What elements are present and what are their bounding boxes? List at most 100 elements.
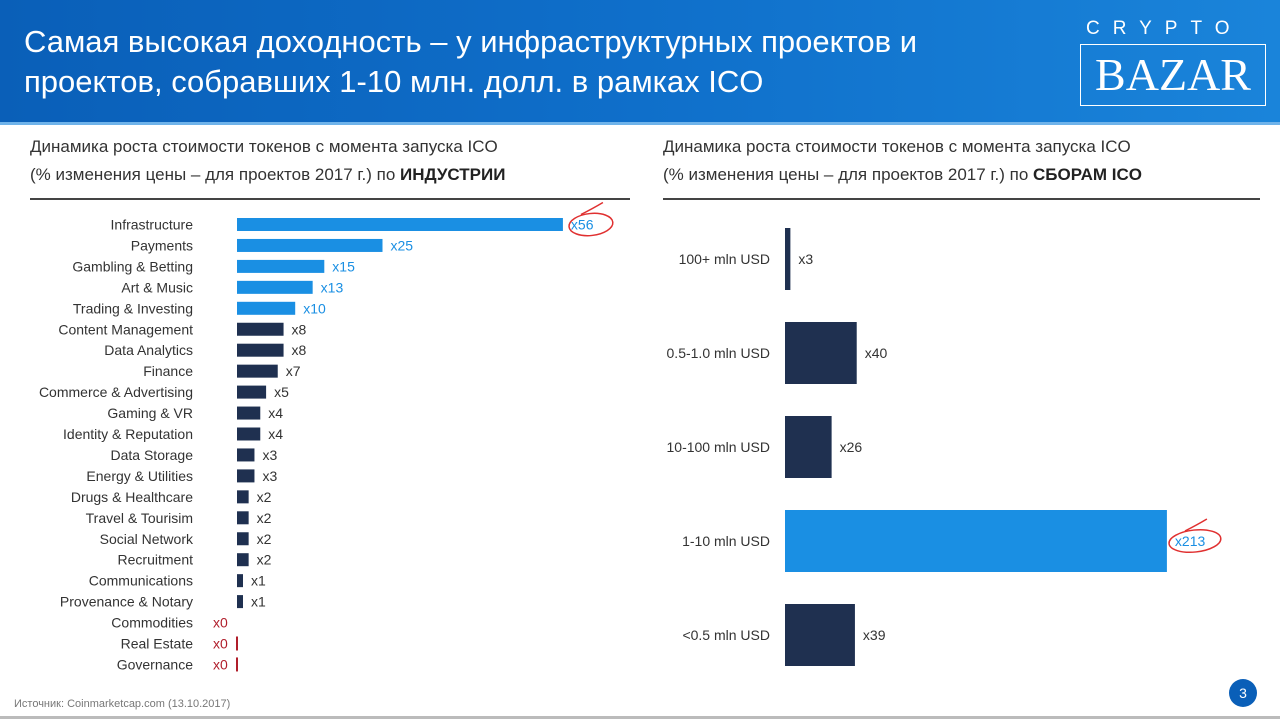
category-label: Travel & Tourisim (86, 510, 193, 526)
category-label: 100+ mln USD (679, 251, 770, 267)
category-label: Governance (117, 656, 193, 672)
left-subtitle-bold: ИНДУСТРИИ (400, 165, 506, 184)
logo: CRYPTO BAZAR (1076, 14, 1270, 106)
value-label: x1 (251, 594, 266, 610)
category-label: Art & Music (121, 279, 193, 295)
value-label: x2 (257, 531, 272, 547)
category-label: Commerce & Advertising (39, 384, 193, 400)
bar (236, 657, 238, 672)
value-label: x4 (268, 405, 283, 421)
category-label: Real Estate (121, 636, 194, 652)
footer-line (0, 716, 1280, 719)
bar (785, 322, 857, 384)
category-label: Communications (89, 573, 193, 589)
highlight-circle (568, 212, 614, 237)
logo-main: BAZAR (1080, 44, 1266, 106)
value-label: x15 (332, 258, 355, 274)
value-label: x213 (1175, 533, 1206, 549)
bar (237, 532, 249, 546)
category-label: 1-10 mln USD (682, 533, 770, 549)
page-number: 3 (1229, 679, 1257, 707)
value-label: x2 (257, 552, 272, 568)
right-subtitle-line1: Динамика роста стоимости токенов с момен… (663, 137, 1131, 156)
value-label: x4 (268, 426, 283, 442)
bar (785, 604, 855, 666)
bar (237, 553, 249, 567)
value-label: x3 (262, 447, 277, 463)
value-label: x56 (571, 217, 594, 233)
value-label: x2 (257, 510, 272, 526)
value-label: x3 (798, 251, 813, 267)
category-label: 0.5-1.0 mln USD (667, 345, 770, 361)
bar (237, 364, 278, 378)
bar (237, 511, 249, 525)
bar (785, 510, 1167, 572)
value-label: x39 (863, 627, 886, 643)
bar (237, 595, 243, 609)
highlight-circle (1168, 528, 1222, 554)
left-subtitle-line2: (% изменения цены – для проектов 2017 г.… (30, 165, 506, 184)
right-subtitle-bold: СБОРАМ ICO (1033, 165, 1142, 184)
value-label: x7 (286, 363, 301, 379)
header-banner: Самая высокая доходность – у инфраструкт… (0, 0, 1280, 125)
left-subtitle-line1: Динамика роста стоимости токенов с момен… (30, 137, 498, 156)
bar (237, 448, 255, 462)
bar (237, 280, 313, 294)
bar (237, 301, 296, 315)
bar (237, 343, 284, 357)
logo-top: CRYPTO (1086, 18, 1243, 39)
category-label: Drugs & Healthcare (71, 489, 193, 505)
value-label: x40 (865, 345, 888, 361)
right-subtitle-line2: (% изменения цены – для проектов 2017 г.… (663, 165, 1142, 184)
bar (785, 228, 791, 290)
highlight-stroke (1184, 518, 1208, 532)
value-label: x26 (840, 439, 863, 455)
bar (237, 259, 325, 273)
value-label: x0 (213, 636, 228, 652)
category-label: Recruitment (118, 552, 194, 568)
category-label: Social Network (100, 531, 194, 547)
bar (237, 218, 563, 231)
source-note: Источник: Coinmarketcap.com (13.10.2017) (14, 698, 231, 710)
right-divider (663, 198, 1260, 200)
bar (237, 322, 284, 336)
value-label: x13 (321, 279, 344, 295)
value-label: x25 (391, 237, 414, 253)
bar (237, 385, 267, 399)
slide-title: Самая высокая доходность – у инфраструкт… (24, 24, 918, 99)
value-label: x5 (274, 384, 289, 400)
category-label: Payments (131, 237, 193, 253)
value-label: x0 (213, 656, 228, 672)
bar (237, 238, 383, 252)
category-label: 10-100 mln USD (667, 439, 771, 455)
bar (237, 574, 243, 588)
left-subtitle: Динамика роста стоимости токенов с момен… (30, 133, 505, 189)
category-label: Identity & Reputation (63, 426, 193, 442)
category-label: Finance (143, 363, 193, 379)
category-label: <0.5 mln USD (682, 627, 770, 643)
bar (237, 469, 255, 483)
right-subtitle: Динамика роста стоимости токенов с момен… (663, 133, 1142, 189)
value-label: x2 (257, 489, 272, 505)
bar (237, 406, 261, 420)
category-label: Trading & Investing (73, 300, 193, 316)
value-label: x1 (251, 573, 266, 589)
category-label: Gambling & Betting (72, 258, 193, 274)
value-label: x8 (292, 321, 307, 337)
category-label: Energy & Utilities (86, 468, 193, 484)
category-label: Infrastructure (111, 217, 194, 233)
value-label: x3 (262, 468, 277, 484)
category-label: Gaming & VR (107, 405, 193, 421)
bar (785, 416, 832, 478)
bar (237, 490, 249, 504)
category-label: Provenance & Notary (60, 594, 193, 610)
bar (236, 636, 238, 651)
highlight-stroke (580, 201, 604, 216)
bar (237, 427, 261, 441)
value-label: x10 (303, 300, 326, 316)
category-label: Content Management (58, 321, 193, 337)
value-label: x8 (292, 342, 307, 358)
category-label: Data Analytics (104, 342, 193, 358)
category-label: Commodities (111, 615, 193, 631)
